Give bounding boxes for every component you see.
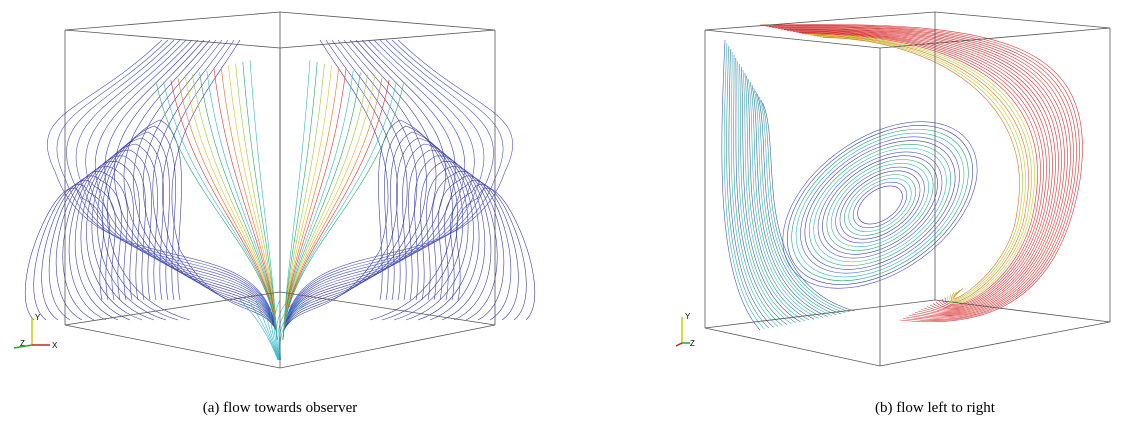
streamline — [811, 35, 1032, 302]
axis-triad: Y Z X — [14, 313, 58, 350]
streamline — [817, 36, 1026, 300]
axis-label: Z — [20, 339, 25, 348]
figure: Y Z X Y Z (a) flow towards observer (b) … — [0, 0, 1131, 438]
streamline — [49, 176, 121, 320]
streamline — [284, 40, 465, 330]
axis-label: X — [52, 341, 58, 350]
axis-label: Y — [685, 312, 691, 321]
streamline — [42, 180, 116, 320]
streamline — [95, 40, 276, 330]
streamline — [738, 61, 792, 324]
axis-triad: Y Z — [676, 312, 695, 348]
caption: (b) flow left to right — [875, 400, 996, 416]
streamline — [426, 166, 497, 320]
streamline — [63, 166, 134, 320]
streamline — [739, 64, 796, 323]
streamline — [754, 88, 832, 316]
axis-label: Y — [35, 313, 41, 322]
streamline — [444, 180, 518, 320]
streamline — [214, 69, 277, 340]
streamline — [772, 27, 1071, 317]
caption: (a) flow towards observer — [203, 400, 358, 416]
streamline — [778, 28, 1065, 314]
axis-label: Z — [690, 339, 695, 348]
streamline — [808, 35, 1035, 304]
streamline — [760, 24, 1082, 321]
streamline — [775, 28, 1068, 316]
streamline — [283, 69, 346, 340]
streamlines — [25, 24, 1082, 360]
streamline — [752, 85, 828, 317]
streamline — [438, 176, 510, 320]
streamline — [748, 79, 818, 318]
streamline — [781, 29, 1062, 313]
streamline — [766, 26, 1076, 320]
